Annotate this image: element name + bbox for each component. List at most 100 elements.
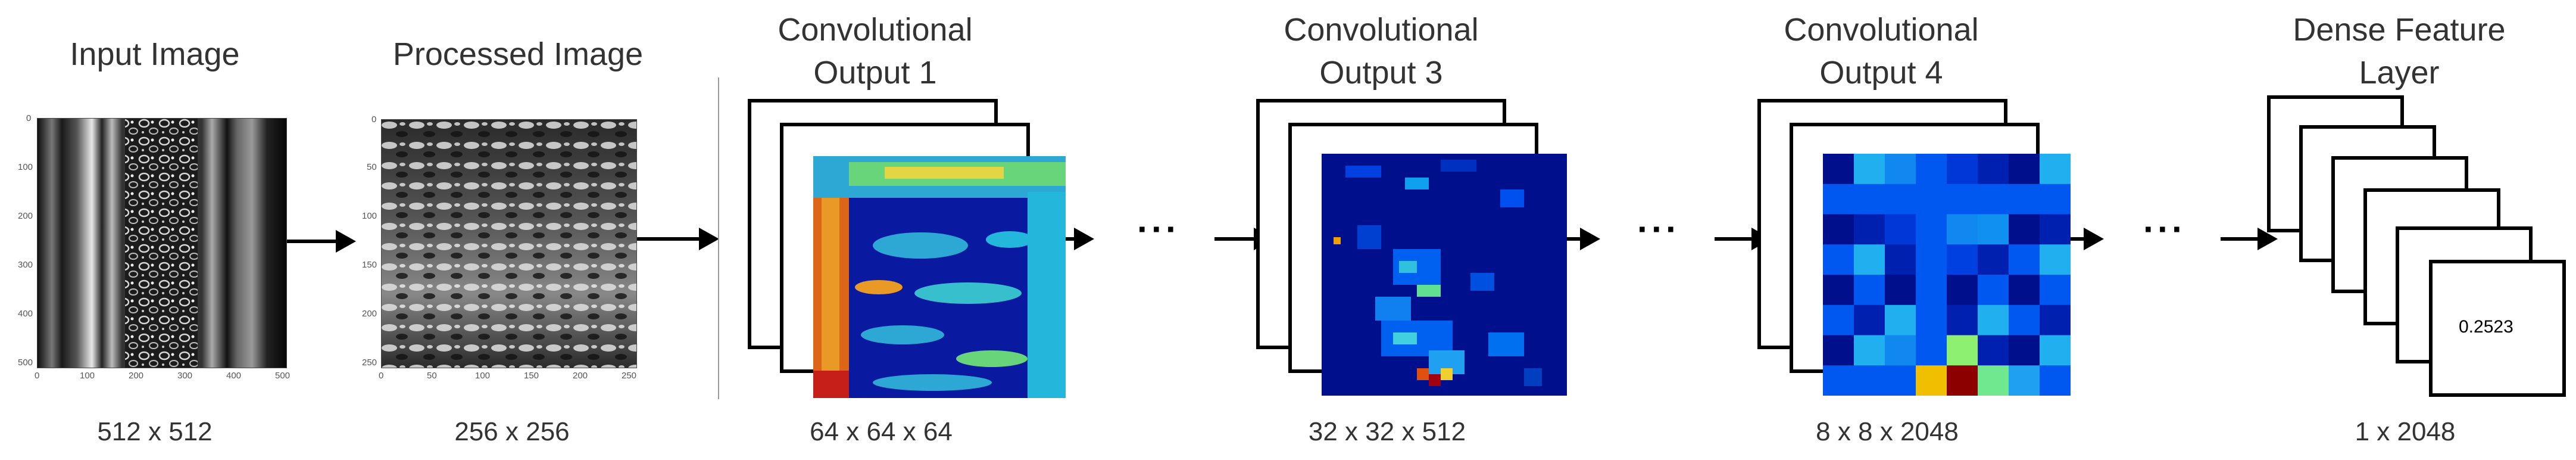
input-y-tick: 400 bbox=[18, 309, 33, 319]
processed-y-tick: 100 bbox=[362, 211, 377, 221]
arrow-right-icon bbox=[2221, 228, 2278, 250]
heatmap-cell bbox=[1854, 304, 1885, 335]
heatmap-cell bbox=[1978, 184, 2009, 215]
heatmap-cell bbox=[2040, 335, 2071, 366]
ellipsis-icon: ··· bbox=[1637, 209, 1680, 249]
heatmap-cell bbox=[1854, 244, 1885, 275]
heatmap-cell bbox=[1885, 365, 1916, 396]
conv-output-1-title-line2: Output 1 bbox=[813, 55, 937, 91]
processed-y-tick: 250 bbox=[362, 358, 377, 368]
heatmap-cell bbox=[1947, 214, 1978, 245]
conv-output-1-title: Convolutional Output 1 bbox=[726, 8, 1024, 94]
heatmap-cell bbox=[1947, 304, 1978, 335]
heatmap-cell bbox=[1885, 335, 1916, 366]
input-x-tick: 500 bbox=[275, 371, 291, 381]
heatmap-cell bbox=[1885, 244, 1916, 275]
heatmap-cell bbox=[1916, 275, 1947, 306]
dense-feature-value: 0.2523 bbox=[2459, 317, 2513, 337]
processed-y-tick: 0 bbox=[371, 114, 377, 125]
arrow-right-icon bbox=[637, 228, 719, 250]
ellipsis-icon: ··· bbox=[1137, 209, 1180, 249]
heatmap-cell bbox=[2009, 244, 2040, 275]
dense-feature-frame bbox=[2429, 260, 2566, 397]
conv-output-3-heatmap bbox=[1322, 154, 1567, 396]
input-y-tick: 100 bbox=[18, 162, 33, 172]
conv-output-4-title: Convolutional Output 4 bbox=[1732, 8, 2030, 94]
conv-output-3-title-line2: Output 3 bbox=[1319, 55, 1443, 91]
heatmap-cell bbox=[2009, 335, 2040, 366]
dense-layer-title-line1: Dense Feature bbox=[2293, 12, 2506, 48]
input-image bbox=[37, 118, 287, 368]
processed-image-title: Processed Image bbox=[392, 36, 644, 72]
input-x-tick: 400 bbox=[226, 371, 242, 381]
conv-output-3-title-line1: Convolutional bbox=[1284, 12, 1479, 48]
input-x-tick: 200 bbox=[129, 371, 144, 381]
heatmap-cell bbox=[1916, 184, 1947, 215]
heatmap-cell bbox=[2040, 184, 2071, 215]
conv-output-1-heatmap bbox=[813, 156, 1066, 398]
heatmap-cell bbox=[1823, 275, 1854, 306]
section-divider bbox=[718, 77, 719, 399]
heatmap-cell bbox=[1978, 244, 2009, 275]
heatmap-cell bbox=[1916, 304, 1947, 335]
heatmap-cell bbox=[2009, 304, 2040, 335]
heatmap-cell bbox=[1823, 244, 1854, 275]
processed-image-dims: 256 x 256 bbox=[454, 417, 570, 446]
heatmap-cell bbox=[1947, 335, 1978, 366]
input-x-tick: 300 bbox=[177, 371, 193, 381]
input-y-tick: 0 bbox=[26, 113, 32, 123]
conv-output-4-title-line2: Output 4 bbox=[1819, 55, 1943, 91]
heatmap-cell bbox=[1978, 304, 2009, 335]
heatmap-cell bbox=[1823, 365, 1854, 396]
heatmap-cell bbox=[1978, 154, 2009, 185]
conv-output-1-dims: 64 x 64 x 64 bbox=[810, 417, 953, 446]
heatmap-cell bbox=[1978, 275, 2009, 306]
heatmap-cell bbox=[1978, 365, 2009, 396]
heatmap-cell bbox=[1823, 304, 1854, 335]
heatmap-cell bbox=[2009, 214, 2040, 245]
heatmap-cell bbox=[1885, 304, 1916, 335]
heatmap-cell bbox=[2009, 184, 2040, 215]
arrow-right-icon bbox=[2071, 228, 2104, 250]
heatmap-cell bbox=[1854, 214, 1885, 245]
conv-output-4-dims: 8 x 8 x 2048 bbox=[1816, 417, 1959, 446]
heatmap-cell bbox=[1823, 214, 1854, 245]
processed-image bbox=[381, 119, 637, 368]
input-image-title: Input Image bbox=[70, 36, 240, 72]
heatmap-cell bbox=[1947, 184, 1978, 215]
heatmap-cell bbox=[1885, 154, 1916, 185]
heatmap-cell bbox=[2040, 154, 2071, 185]
heatmap-cell bbox=[1916, 214, 1947, 245]
heatmap-cell bbox=[2009, 154, 2040, 185]
conv-output-3-title: Convolutional Output 3 bbox=[1232, 8, 1530, 94]
processed-x-tick: 250 bbox=[622, 371, 637, 381]
heatmap-cell bbox=[1885, 275, 1916, 306]
dense-layer-title-line2: Layer bbox=[2359, 55, 2440, 91]
input-x-tick: 100 bbox=[80, 371, 95, 381]
heatmap-cell bbox=[1854, 275, 1885, 306]
input-image-dims: 512 x 512 bbox=[97, 417, 213, 446]
heatmap-cell bbox=[1885, 214, 1916, 245]
processed-y-tick: 50 bbox=[367, 162, 377, 172]
processed-x-tick: 50 bbox=[427, 371, 437, 381]
processed-x-tick: 0 bbox=[379, 371, 384, 381]
processed-x-tick: 200 bbox=[573, 371, 588, 381]
conv-output-4-title-line1: Convolutional bbox=[1784, 12, 1979, 48]
heatmap-cell bbox=[1978, 335, 2009, 366]
heatmap-cell bbox=[1978, 214, 2009, 245]
heatmap-cell bbox=[1947, 275, 1978, 306]
heatmap-cell bbox=[1885, 184, 1916, 215]
heatmap-cell bbox=[1947, 365, 1978, 396]
heatmap-cell bbox=[1916, 335, 1947, 366]
heatmap-cell bbox=[2009, 275, 2040, 306]
heatmap-cell bbox=[1854, 184, 1885, 215]
heatmap-cell bbox=[1947, 244, 1978, 275]
conv-output-3-dims: 32 x 32 x 512 bbox=[1308, 417, 1466, 446]
heatmap-cell bbox=[2040, 214, 2071, 245]
processed-x-tick: 150 bbox=[524, 371, 539, 381]
heatmap-cell bbox=[2009, 365, 2040, 396]
heatmap-cell bbox=[1947, 154, 1978, 185]
heatmap-cell bbox=[1854, 335, 1885, 366]
heatmap-cell bbox=[1823, 184, 1854, 215]
conv-output-4-heatmap bbox=[1823, 154, 2071, 396]
